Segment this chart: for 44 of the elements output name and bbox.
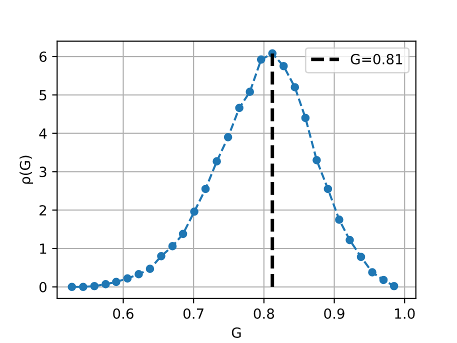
- x-tick-label: 0.9: [324, 308, 344, 319]
- point: [290, 83, 300, 92]
- y-tick-label: 2: [40, 205, 46, 216]
- point: [201, 184, 210, 194]
- point: [157, 252, 166, 260]
- point: [134, 270, 143, 278]
- point: [301, 114, 310, 122]
- y-tick-label: 4: [39, 128, 47, 139]
- point: [101, 280, 110, 288]
- point: [356, 252, 366, 262]
- x-tick-label: 0.7: [183, 308, 204, 319]
- point: [312, 156, 321, 164]
- y-tick-label: 5: [40, 90, 46, 100]
- x-tick-label: 0.6: [113, 308, 134, 319]
- y-tick-label: 3: [40, 166, 46, 178]
- point: [112, 278, 120, 286]
- point: [324, 184, 332, 194]
- point: [90, 282, 99, 290]
- point: [178, 230, 188, 238]
- y-tick-label: 0: [39, 282, 46, 292]
- point: [379, 276, 388, 284]
- point: [190, 207, 198, 216]
- point: [279, 62, 288, 70]
- point: [256, 55, 266, 64]
- point: [390, 282, 398, 290]
- point: [346, 236, 354, 244]
- point: [123, 274, 132, 283]
- y-tick-label: 6: [40, 51, 47, 62]
- point: [78, 282, 88, 292]
- point: [335, 216, 344, 224]
- point: [246, 88, 254, 96]
- point: [224, 132, 232, 142]
- point: [146, 264, 154, 274]
- point: [212, 157, 221, 166]
- point: [368, 268, 376, 276]
- y-tick-label: 1: [40, 244, 46, 254]
- point: [168, 242, 177, 250]
- x-axis-title: G: [232, 327, 241, 338]
- ref-line-label: G=0.81: [350, 54, 402, 64]
- x-tick-label: 0.8: [254, 308, 274, 319]
- point: [68, 282, 76, 292]
- x-tick-label: 1.0: [395, 308, 415, 319]
- point: [235, 104, 244, 112]
- y-axis-title: ρ(G): [20, 156, 34, 184]
